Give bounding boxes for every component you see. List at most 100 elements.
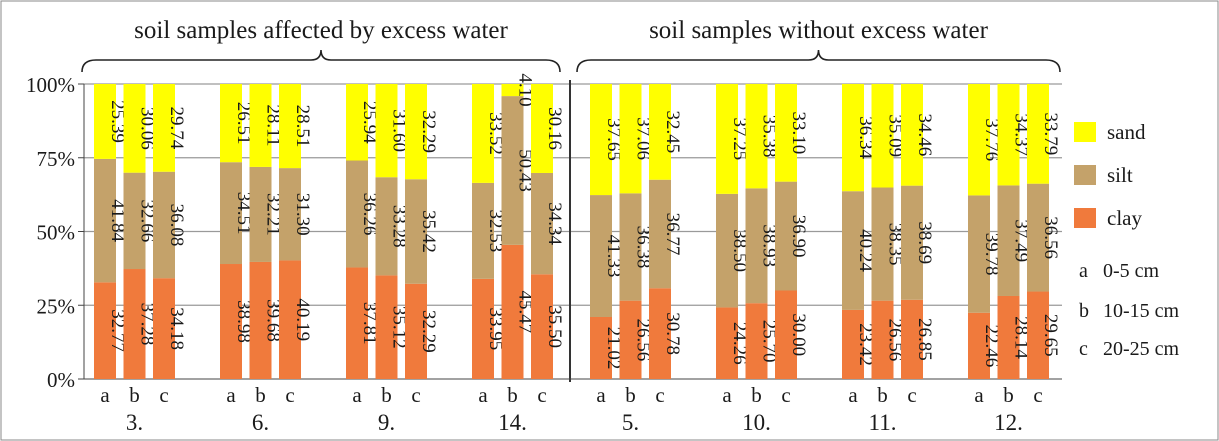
legend-label: clay	[1107, 206, 1142, 230]
data-label: 38.69	[914, 221, 935, 264]
depth-legend-letter: b	[1079, 300, 1089, 322]
data-label: 35.38	[759, 115, 780, 158]
site-label: 5.	[622, 410, 639, 435]
data-label: 32.21	[263, 193, 284, 236]
legend-swatch-clay	[1074, 208, 1096, 228]
data-label: 37.28	[137, 303, 158, 346]
bar-segment-clay	[842, 309, 864, 379]
bar-depth-letter: b	[751, 383, 762, 407]
bars-layer: 32.77 41.84 25.39 37.28 32.66 30.06 34.18 36.08…	[94, 73, 1061, 379]
bar-segment-silt	[901, 185, 923, 300]
y-tick-label: 75%	[37, 147, 76, 171]
data-label: 26.56	[885, 318, 906, 361]
bar-segment-silt	[123, 172, 146, 270]
data-label: 33.10	[788, 111, 809, 154]
bar-segment-silt	[590, 195, 612, 317]
data-label: 38.93	[759, 224, 780, 267]
data-label: 21.02	[603, 327, 624, 370]
data-label: 26.56	[633, 318, 654, 361]
data-label: 34.37	[1011, 113, 1032, 156]
legend-label: sand	[1107, 120, 1146, 144]
bar-segment-silt	[649, 179, 671, 289]
bar-depth-letter: b	[129, 383, 140, 407]
site-label: 3.	[126, 410, 143, 435]
data-label: 36.34	[855, 116, 876, 159]
bar-depth-letter: a	[596, 383, 606, 407]
bar-segment-silt	[472, 182, 494, 279]
bar-segment-sand	[472, 84, 494, 183]
data-label: 33.28	[389, 205, 410, 248]
bar-segment-clay	[619, 300, 642, 379]
bar-depth-letter: a	[226, 383, 236, 407]
bar-segment-clay	[346, 267, 368, 379]
depth-legend-label: 10-15 cm	[1103, 300, 1180, 322]
bar-segment-silt	[842, 191, 864, 310]
data-label: 4.10	[515, 73, 536, 106]
data-label: 39.78	[981, 233, 1002, 276]
data-label: 37.81	[359, 302, 380, 345]
bar-segment-silt	[1027, 183, 1049, 292]
bar-segment-sand	[842, 84, 864, 192]
bar-depth-letter: a	[848, 383, 858, 407]
bar-segment-sand	[249, 84, 272, 167]
bar-segment-clay	[649, 288, 671, 379]
data-label: 36.38	[633, 226, 654, 269]
data-label: 36.26	[359, 193, 380, 236]
bar-segment-clay	[531, 274, 553, 379]
bar-segment-clay	[901, 299, 923, 379]
data-label: 26.85	[914, 318, 935, 361]
bar-segment-clay	[745, 303, 768, 379]
bar-depth-letter: c	[411, 383, 420, 407]
bar-segment-sand	[590, 84, 612, 196]
bar-depth-letter: c	[655, 383, 664, 407]
data-label: 30.78	[662, 312, 683, 355]
site-label: 14.	[498, 410, 527, 435]
bar-depth-letter: a	[722, 383, 732, 407]
data-label: 34.46	[914, 113, 935, 156]
data-label: 29.74	[166, 106, 187, 149]
data-label: 40.19	[292, 298, 313, 341]
data-label: 37.06	[633, 117, 654, 160]
data-label: 32.29	[418, 310, 439, 353]
data-label: 30.00	[788, 313, 809, 356]
data-label: 31.30	[292, 193, 313, 236]
data-label: 39.68	[263, 299, 284, 342]
bar-segment-silt	[501, 96, 524, 245]
data-label: 35.42	[418, 210, 439, 253]
data-label: 41.84	[107, 199, 128, 242]
data-label: 23.42	[855, 323, 876, 366]
data-label: 36.56	[1040, 216, 1061, 259]
bar-segment-sand	[901, 84, 923, 186]
bar-segment-clay	[375, 275, 398, 379]
bar-depth-letter: a	[478, 383, 488, 407]
bar-segment-sand	[405, 84, 427, 180]
data-label: 32.77	[107, 309, 128, 352]
x-axis: a b c3.a b c6.a b c9.a b c14.a b c5.a b c10.a b c11.a b…	[100, 383, 1042, 435]
data-label: 38.50	[729, 229, 750, 272]
data-label: 50.43	[515, 149, 536, 192]
bar-segment-sand	[716, 83, 738, 194]
bar-depth-letter: a	[100, 383, 110, 407]
legend-swatch-sand	[1074, 122, 1096, 142]
data-label: 25.94	[359, 101, 380, 144]
data-label: 35.50	[544, 305, 565, 348]
bar-segment-silt	[997, 185, 1020, 296]
group-headers: soil samples affected by excess water soi…	[81, 17, 1061, 73]
bar-segment-clay	[249, 261, 272, 379]
bar-segment-sand	[619, 84, 642, 194]
data-label: 34.34	[544, 202, 565, 245]
bar-segment-silt	[220, 162, 242, 265]
bar-segment-sand	[745, 83, 768, 189]
data-label: 40.24	[855, 229, 876, 272]
bar-segment-clay	[997, 295, 1020, 379]
bar-depth-letter: a	[352, 383, 362, 407]
data-label: 37.49	[1011, 219, 1032, 262]
group-brace	[81, 49, 561, 73]
bar-segment-silt	[716, 193, 738, 308]
bar-segment-clay	[501, 244, 524, 379]
data-label: 34.51	[233, 192, 254, 235]
data-label: 25.70	[759, 320, 780, 363]
bar-depth-letter: b	[507, 383, 518, 407]
bar-segment-clay	[472, 278, 494, 379]
